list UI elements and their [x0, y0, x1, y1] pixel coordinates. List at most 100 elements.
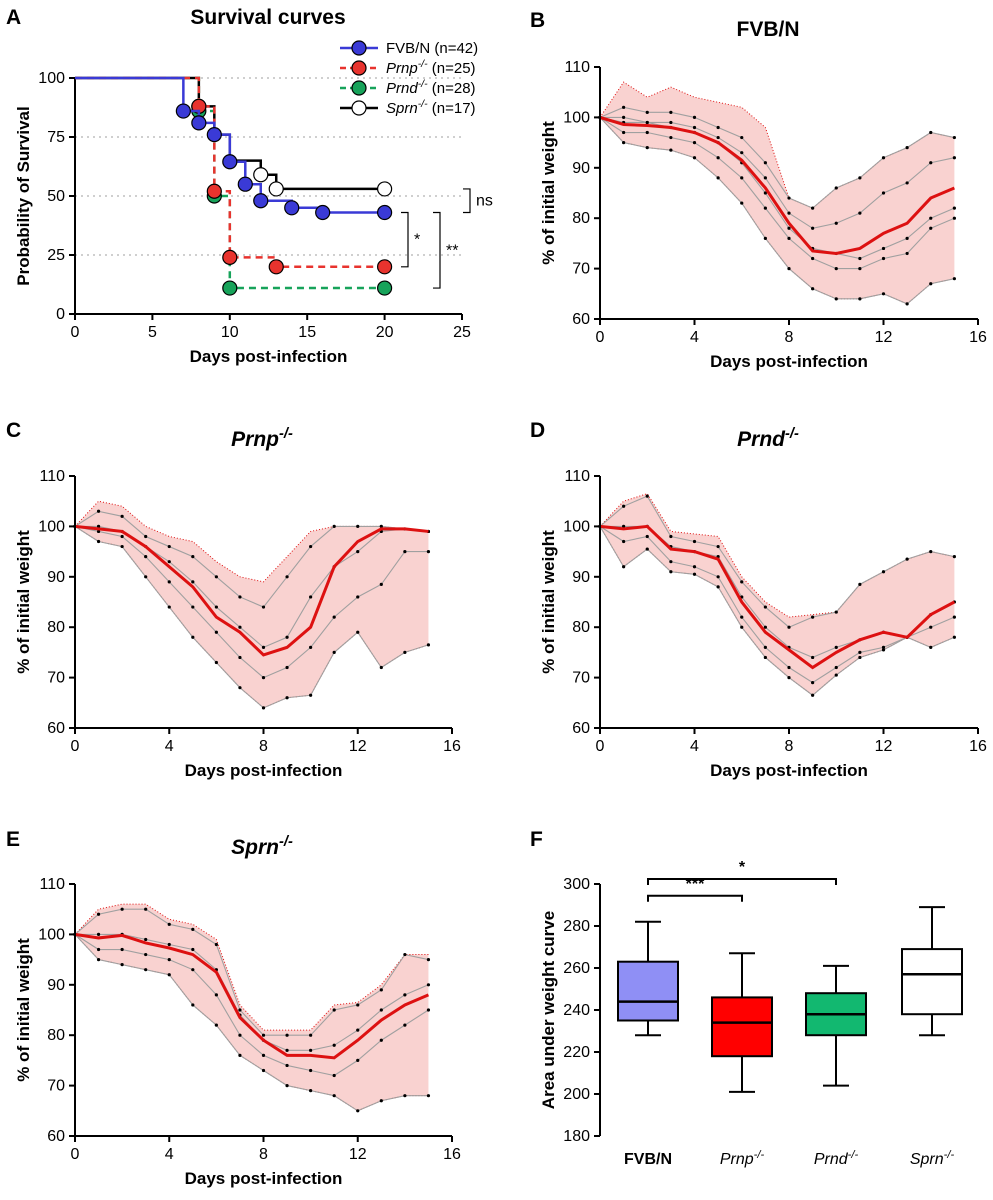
individual-point: [144, 952, 148, 957]
individual-point: [763, 645, 767, 649]
x-tick-label: 0: [71, 1146, 80, 1163]
survival-marker-sprn: [377, 181, 393, 197]
weight-panel-prnd: D Prnd-/- 60 70 80 90 100 110 0 4 8 12 16 Days post-i…: [530, 419, 987, 780]
individual-point: [144, 575, 148, 579]
individual-point: [692, 156, 697, 160]
significance-label: *: [739, 859, 746, 876]
individual-point: [191, 555, 195, 559]
survival-marker-prnp: [377, 259, 393, 275]
y-tick-label: 50: [47, 188, 65, 205]
significance-bracket: [647, 894, 743, 902]
individual-point: [811, 287, 815, 291]
individual-point: [834, 665, 838, 670]
y-axis-label: % of initial weight: [539, 530, 558, 674]
y-tick-label: 80: [47, 619, 65, 636]
individual-point: [740, 176, 744, 180]
y-tick-label: 90: [47, 977, 65, 994]
survival-marker-fvb: [237, 176, 253, 192]
individual-point: [120, 514, 124, 518]
legend-n: (n=42): [430, 40, 478, 57]
individual-point: [167, 544, 171, 549]
individual-point: [669, 148, 673, 152]
survival-marker-fvb: [175, 103, 191, 119]
survival-marker-prnp: [268, 259, 284, 275]
y-tick-label: 110: [564, 59, 590, 76]
individual-point: [167, 922, 171, 926]
survival-marker-fvb: [284, 200, 300, 216]
individual-point: [716, 135, 720, 140]
individual-line: [74, 510, 429, 608]
x-tick-label: 16: [969, 738, 987, 755]
legend-superscript: -/-: [418, 58, 428, 70]
x-tick-label: 15: [298, 324, 316, 341]
individual-point: [905, 302, 909, 306]
individual-point: [669, 570, 673, 574]
chart-title: Prnd-/-: [737, 426, 799, 451]
individual-point: [669, 120, 673, 125]
legend-marker-prnd: [351, 80, 367, 96]
panel-letter-d: D: [530, 419, 545, 442]
range-envelope: [600, 493, 955, 696]
individual-line: [599, 116, 955, 270]
x-axis-label: Days post-infection: [190, 347, 348, 366]
legend-name: Prnp: [386, 60, 418, 77]
legend-superscript: -/-: [418, 98, 428, 110]
individual-point: [763, 206, 767, 210]
individual-point: [811, 655, 815, 660]
box-panel-auc: F 180 200 220 240 260 280 300 Area under weight …: [530, 828, 963, 1168]
individual-point: [332, 1094, 336, 1098]
individual-point: [261, 1033, 266, 1037]
individual-point: [191, 605, 195, 609]
chart-title: Prnp-/-: [231, 426, 293, 451]
panel-letter-c: C: [6, 419, 21, 442]
individual-point: [645, 534, 649, 539]
legend-marker-sprn: [351, 100, 367, 116]
survival-marker-fvb: [206, 127, 222, 143]
individual-point: [403, 952, 407, 957]
y-axis-label: % of initial weight: [14, 938, 33, 1082]
survival-line-prnd: [75, 76, 385, 290]
y-tick-label: 110: [39, 876, 65, 893]
individual-point: [356, 1003, 360, 1007]
individual-point: [403, 550, 407, 554]
individual-point: [426, 1094, 431, 1098]
individual-point: [96, 509, 101, 513]
individual-point: [834, 673, 838, 677]
individual-point: [120, 963, 124, 967]
individual-point: [144, 937, 148, 942]
x-axis-label: Days post-infection: [185, 761, 343, 780]
individual-point: [309, 595, 313, 599]
survival-marker-fvb: [222, 154, 238, 170]
category-label-base: Prnp: [720, 1151, 754, 1168]
y-axis-label: % of initial weight: [539, 121, 558, 265]
individual-point: [238, 686, 242, 690]
individual-point: [309, 1033, 313, 1037]
individual-point: [622, 565, 626, 569]
individual-point: [356, 595, 360, 599]
individual-point: [881, 156, 886, 160]
individual-point: [309, 1089, 313, 1093]
x-tick-label: 25: [453, 324, 471, 341]
individual-point: [332, 1043, 336, 1047]
individual-point: [858, 297, 862, 301]
individual-point: [811, 226, 815, 230]
weight-panel-prnp: C Prnp-/- 60 70 80 90 100 110 0 4 8 12 16 Days post-i…: [6, 419, 461, 780]
y-tick-label: 110: [564, 468, 590, 485]
individual-point: [952, 635, 956, 639]
individual-point: [763, 236, 767, 240]
y-tick-label: 80: [572, 210, 590, 227]
individual-point: [144, 907, 148, 911]
individual-point: [645, 110, 649, 114]
individual-point: [238, 1053, 242, 1057]
individual-point: [952, 277, 956, 281]
individual-point: [834, 645, 838, 649]
individual-point: [96, 912, 101, 916]
individual-point: [426, 983, 431, 987]
individual-point: [905, 146, 909, 150]
individual-point: [929, 161, 933, 165]
category-label-superscript: -/-: [754, 1149, 765, 1161]
individual-point: [858, 256, 862, 261]
y-tick-label: 0: [56, 306, 65, 323]
individual-point: [120, 534, 124, 539]
y-tick-label: 280: [563, 918, 590, 935]
